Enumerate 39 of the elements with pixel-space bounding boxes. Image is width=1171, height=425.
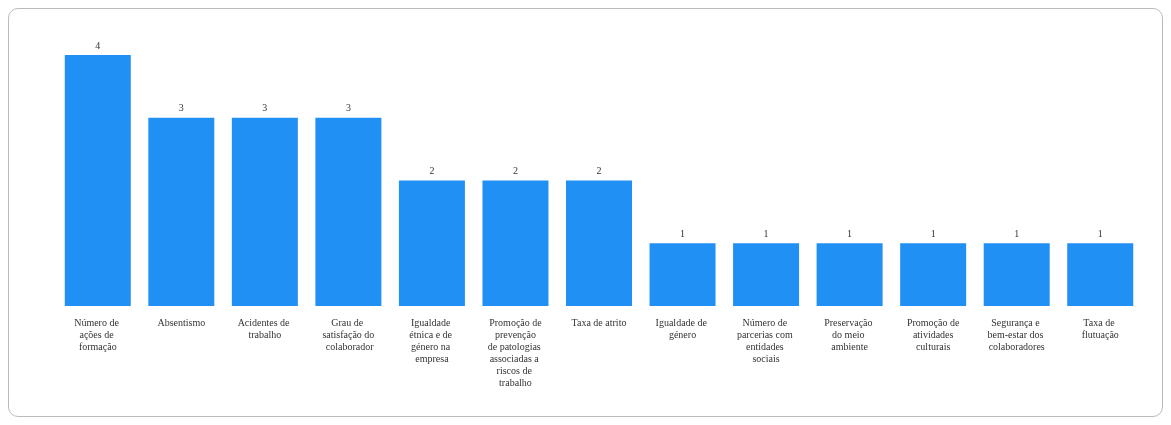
- data-label: 1: [680, 227, 686, 239]
- x-tick-label: Taxa de atrito: [571, 316, 627, 328]
- x-tick-label: Acidentes de trabalho: [237, 316, 293, 340]
- bar: [148, 117, 215, 306]
- bar: [566, 180, 632, 306]
- bar: [1067, 243, 1134, 306]
- data-label: 2: [596, 165, 602, 176]
- x-tick-label: Igualdade de género: [655, 316, 710, 340]
- x-tick-label: Número de parcerias com entidades sociais: [736, 316, 796, 364]
- x-tick-label: Taxa de flutuação: [1081, 316, 1119, 340]
- bar: [649, 243, 716, 306]
- bar: [482, 180, 549, 306]
- x-tick-label: Preservação do meio ambiente: [824, 316, 876, 352]
- bar: [64, 55, 131, 306]
- data-label: 1: [847, 227, 853, 239]
- data-label: 3: [262, 102, 268, 114]
- data-label: 4: [95, 39, 101, 51]
- bar: [733, 243, 800, 306]
- data-label: 1: [930, 227, 936, 239]
- data-label: 2: [512, 165, 518, 176]
- bar: [398, 180, 465, 306]
- x-tick-label: Promoção de atividades culturais: [906, 316, 960, 352]
- data-label: 1: [1014, 227, 1020, 239]
- data-label: 2: [429, 165, 435, 176]
- data-label: 1: [763, 227, 769, 239]
- bar: [231, 117, 298, 306]
- data-label: 3: [178, 102, 184, 114]
- x-tick-label: Segurança e bem-estar dos colaboradores: [987, 316, 1046, 352]
- x-tick-label: Número de ações de formação: [74, 316, 122, 352]
- x-tick-label: Absentismo: [157, 316, 206, 328]
- data-label: 1: [1097, 227, 1103, 239]
- x-tick-label: Igualdade étnica e de género na empresa: [409, 316, 455, 364]
- bar: [315, 117, 382, 306]
- x-tick-label: Promoção de prevenção de patologias associadas a riscos de trabalho: [487, 316, 544, 388]
- bar: [816, 243, 883, 306]
- data-label: 3: [345, 102, 351, 114]
- bar: [983, 243, 1050, 306]
- bar: [900, 243, 967, 306]
- x-tick-label: Grau de satisfação do colaborador: [322, 316, 375, 352]
